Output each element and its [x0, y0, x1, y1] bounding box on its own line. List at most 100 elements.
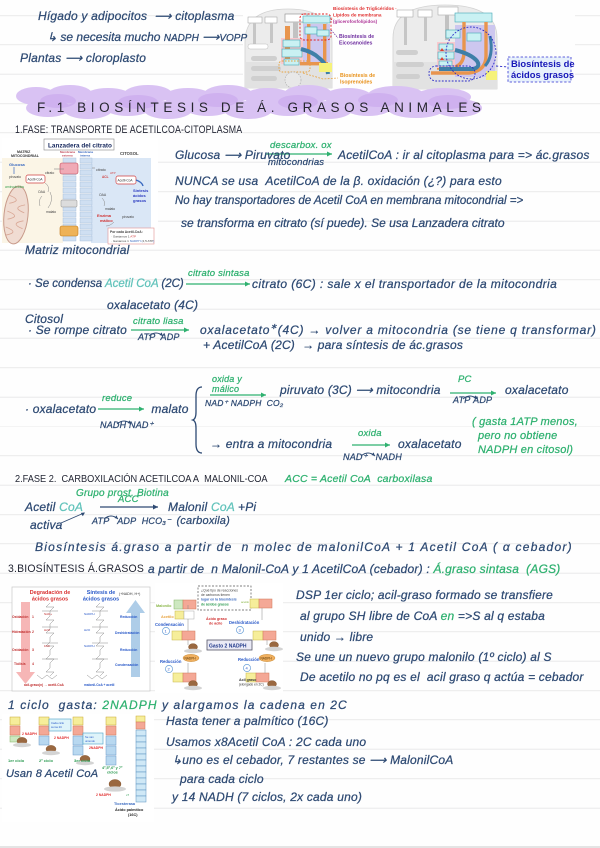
svg-text:Biosíntesis de: Biosíntesis de	[511, 58, 575, 69]
svg-text:malonil-CoA + acetil: malonil-CoA + acetil	[84, 683, 115, 687]
svg-text:Biosíntesis de: Biosíntesis de	[340, 73, 375, 79]
svg-text:Malonilo: Malonilo	[156, 604, 172, 608]
svg-text:Enzima: Enzima	[97, 213, 112, 218]
svg-text:2º ciclo: 2º ciclo	[39, 758, 53, 763]
svg-text:FAD: FAD	[44, 644, 51, 648]
svg-text:externa: externa	[62, 154, 73, 158]
svg-text:málico: málico	[100, 218, 113, 223]
svg-text:malato: malato	[46, 210, 56, 214]
svg-text:Oxidación: Oxidación	[12, 648, 28, 652]
svg-text:NAD+: NAD+	[44, 612, 52, 616]
svg-text:Oxidación: Oxidación	[12, 615, 28, 619]
svg-text:1er ciclo: 1er ciclo	[8, 758, 25, 763]
svg-text:· Gastamos 1 ATP: · Gastamos 1 ATP	[111, 235, 136, 239]
svg-text:Membrana: Membrana	[78, 150, 93, 154]
svg-text:1: 1	[165, 629, 168, 634]
svg-text:NADPH: NADPH	[84, 612, 95, 616]
svg-text:lugar en la biosíntesis: lugar en la biosíntesis	[201, 598, 237, 602]
svg-text:ácidos grasos: ácidos grasos	[83, 597, 119, 603]
svg-text:Síntesis de: Síntesis de	[87, 590, 115, 596]
svg-text:4º,5º,6º y 7º: 4º,5º,6º y 7º	[102, 766, 123, 770]
svg-text:H2O: H2O	[44, 628, 51, 632]
svg-text:¿Qué tipo de reacciones: ¿Qué tipo de reacciones	[201, 589, 238, 593]
svg-text:2 NADPH: 2 NADPH	[96, 793, 111, 797]
svg-text:Condensación: Condensación	[155, 622, 184, 627]
svg-text:NADPH: NADPH	[84, 644, 95, 648]
svg-text:aminoácidos: aminoácidos	[5, 185, 24, 189]
svg-text:Reducción: Reducción	[238, 657, 260, 662]
svg-text:· Ganamos 1 NADPH (2,5 ATP): · Ganamos 1 NADPH (2,5 ATP)	[111, 239, 154, 243]
svg-text:acetilo: acetilo	[241, 600, 250, 604]
svg-text:Deshidratación: Deshidratación	[115, 631, 140, 635]
svg-text:malato: malato	[105, 207, 115, 211]
svg-text:Reducción: Reducción	[160, 659, 182, 664]
svg-text:Reducción: Reducción	[120, 648, 137, 652]
svg-text:Reducción: Reducción	[120, 615, 137, 619]
svg-text:2: 2	[168, 667, 171, 672]
svg-text:Acetil-CoA: Acetil-CoA	[118, 179, 134, 183]
svg-text:de acilo: de acilo	[209, 622, 223, 626]
svg-text:x7: x7	[126, 793, 130, 797]
svg-text:H2O: H2O	[84, 628, 91, 632]
svg-text:acil-graso(n) → acetil-CoA: acil-graso(n) → acetil-CoA	[24, 683, 65, 687]
svg-text:Membrana: Membrana	[60, 150, 75, 154]
svg-text:Biosíntesis de: Biosíntesis de	[339, 34, 374, 40]
svg-text:ATP: ATP	[110, 171, 116, 175]
svg-text:2 NADPH: 2 NADPH	[22, 732, 37, 736]
svg-text:ácidos grasos: ácidos grasos	[511, 69, 574, 80]
svg-text:Acetil-CoA: Acetil-CoA	[28, 178, 44, 182]
svg-text:MATRIZ: MATRIZ	[17, 150, 31, 154]
svg-text:OAA: OAA	[38, 190, 46, 194]
svg-text:2: 2	[32, 630, 34, 634]
svg-text:interna: interna	[80, 154, 90, 158]
svg-text:(+NADH, H+): (+NADH, H+)	[119, 592, 140, 596]
svg-text:3: 3	[32, 648, 34, 652]
svg-text:Síntesis: Síntesis	[133, 188, 149, 193]
svg-text:citrato: citrato	[96, 168, 106, 172]
svg-text:piruvato: piruvato	[122, 215, 134, 219]
svg-text:uniendo: uniendo	[85, 739, 95, 743]
svg-text:Acetilo: Acetilo	[161, 615, 174, 619]
svg-text:grasos: grasos	[133, 198, 147, 203]
svg-text:(elongado en 2C): (elongado en 2C)	[239, 683, 264, 687]
svg-text:ácidos: ácidos	[133, 193, 146, 198]
svg-text:Biosíntesis de Triglicéridos ·: Biosíntesis de Triglicéridos ·	[333, 6, 397, 11]
svg-text:MITOCONDRIAL: MITOCONDRIAL	[11, 154, 40, 158]
svg-text:OAA: OAA	[99, 193, 107, 197]
svg-text:Lípidos de membrana: Lípidos de membrana	[333, 13, 382, 18]
svg-text:Deshidratación: Deshidratación	[229, 620, 260, 625]
svg-text:NADPH: NADPH	[185, 657, 197, 661]
svg-text:2NADPH: 2NADPH	[89, 746, 103, 750]
svg-text:Ácido graso: Ácido graso	[206, 616, 228, 621]
svg-text:Isoprenoides: Isoprenoides	[340, 80, 372, 86]
svg-text:(glicerofosfolípidos): (glicerofosfolípidos)	[333, 19, 378, 24]
svg-text:Por cada Acetil-CoA:: Por cada Acetil-CoA:	[110, 230, 143, 234]
svg-text:ciclos: ciclos	[107, 771, 118, 775]
svg-text:Tiólisis: Tiólisis	[14, 662, 26, 666]
svg-text:Cada ciclo: Cada ciclo	[51, 721, 65, 725]
svg-text:3: 3	[239, 628, 242, 633]
svg-text:Hidratación: Hidratación	[12, 630, 31, 634]
svg-text:4: 4	[32, 662, 34, 666]
svg-text:1: 1	[32, 615, 34, 619]
svg-text:Tioesterasa: Tioesterasa	[114, 802, 136, 806]
svg-text:de carbonos tienen: de carbonos tienen	[201, 593, 230, 597]
svg-text:3er ciclo: 3er ciclo	[74, 758, 91, 763]
svg-text:piruvato: piruvato	[9, 175, 21, 179]
svg-text:ACL: ACL	[102, 175, 109, 179]
svg-text:suma 2C: suma 2C	[51, 725, 62, 729]
svg-text:CITOSOL: CITOSOL	[120, 151, 139, 156]
svg-text:Gasto 2 NADPH: Gasto 2 NADPH	[209, 644, 247, 650]
svg-text:2 NADPH: 2 NADPH	[54, 736, 69, 740]
svg-text:Degradación de: Degradación de	[30, 590, 70, 596]
svg-text:Eicosanoides: Eicosanoides	[339, 41, 373, 47]
svg-text:NADPH: NADPH	[261, 657, 273, 661]
svg-text:citrato: citrato	[45, 171, 54, 175]
svg-text:Ácido palmítico: Ácido palmítico	[115, 807, 144, 812]
svg-text:Lanzadera del citrato: Lanzadera del citrato	[48, 143, 112, 150]
svg-text:Glucosa: Glucosa	[9, 162, 26, 167]
svg-text:de ácidos grasos: de ácidos grasos	[201, 603, 229, 607]
svg-text:ácidos grasos: ácidos grasos	[32, 597, 68, 603]
svg-text:4: 4	[246, 666, 249, 671]
svg-text:Se van: Se van	[85, 735, 94, 739]
